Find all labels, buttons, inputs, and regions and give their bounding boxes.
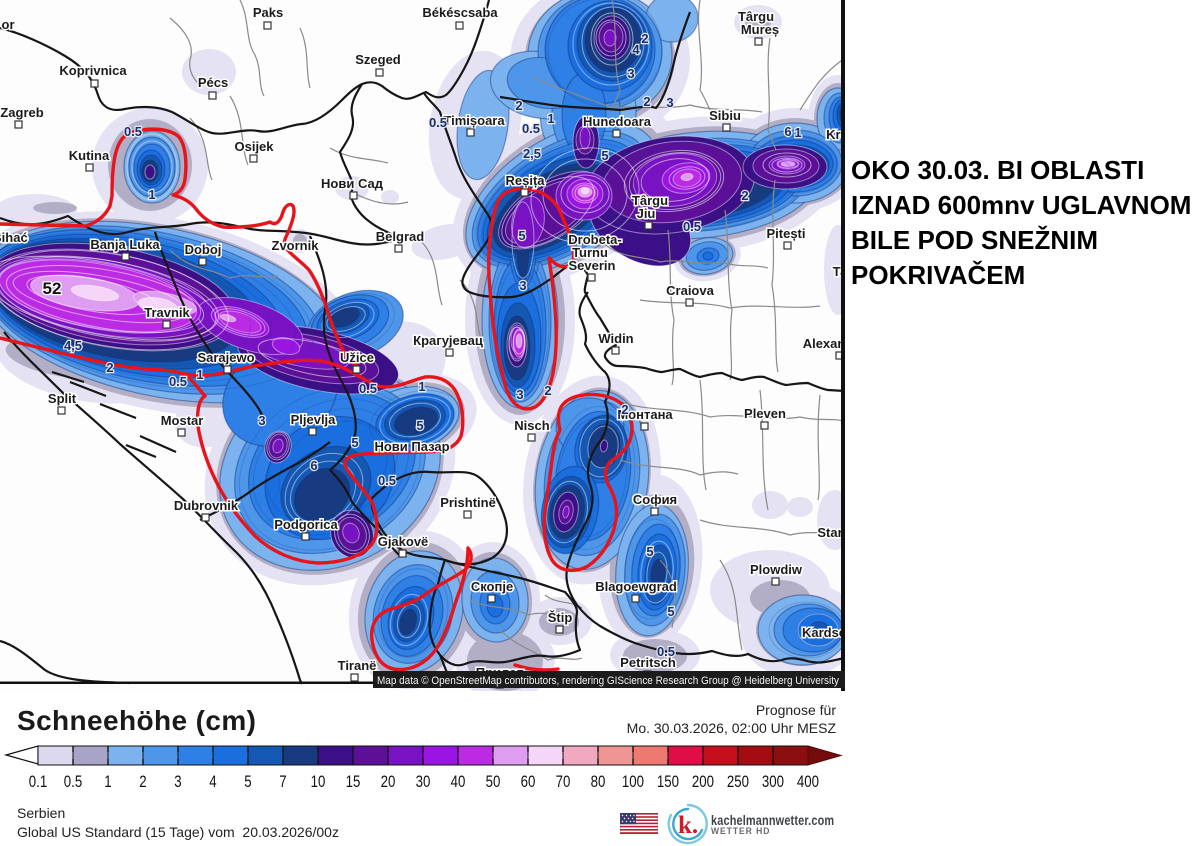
svg-text:Doboj: Doboj [185, 242, 222, 257]
svg-text:0.5: 0.5 [378, 473, 396, 488]
svg-text:Banja Luka: Banja Luka [90, 237, 160, 252]
svg-text:Târgu: Târgu [632, 193, 668, 208]
svg-text:Osijek: Osijek [234, 139, 274, 154]
svg-text:Târgu: Târgu [738, 9, 774, 24]
svg-text:0.5: 0.5 [429, 115, 447, 130]
svg-text:k.: k. [678, 812, 698, 839]
svg-text:5: 5 [667, 604, 674, 619]
svg-text:2: 2 [544, 383, 551, 398]
svg-text:2: 2 [741, 188, 748, 203]
svg-text:0.5: 0.5 [359, 381, 377, 396]
svg-text:Mostar: Mostar [161, 413, 204, 428]
svg-text:1: 1 [547, 111, 554, 126]
svg-text:0.5: 0.5 [683, 219, 701, 234]
svg-text:Blagoewgrad: Blagoewgrad [595, 579, 677, 594]
svg-text:Монтана: Монтана [617, 407, 673, 422]
svg-text:Mureș: Mureș [741, 22, 779, 37]
svg-text:Pécs: Pécs [198, 75, 228, 90]
svg-text:Craiova: Craiova [666, 283, 714, 298]
svg-text:1: 1 [418, 379, 425, 394]
svg-text:Travnik: Travnik [144, 305, 190, 320]
svg-text:Zvornik: Zvornik [272, 238, 320, 253]
svg-text:Békéscsaba: Békéscsaba [422, 5, 498, 20]
svg-text:5: 5 [646, 544, 653, 559]
svg-text:Podgorica: Podgorica [274, 517, 338, 532]
svg-text:6: 6 [310, 458, 317, 473]
svg-text:Krc: Krc [826, 127, 845, 142]
svg-text:6: 6 [784, 124, 791, 139]
svg-text:Jiu: Jiu [637, 206, 656, 221]
svg-text:Plowdiw: Plowdiw [750, 562, 803, 577]
svg-text:0.5: 0.5 [124, 124, 142, 139]
svg-text:Drobeta-: Drobeta- [568, 232, 621, 247]
svg-text:3: 3 [519, 278, 526, 293]
svg-text:Alexand: Alexand [803, 336, 845, 351]
svg-text:Star: Star [817, 525, 842, 540]
svg-text:2: 2 [106, 360, 113, 375]
svg-text:Sibiu: Sibiu [709, 108, 741, 123]
svg-text:5: 5 [601, 148, 608, 163]
svg-text:2: 2 [643, 94, 650, 109]
svg-text:2: 2 [641, 31, 648, 46]
svg-text:0.5: 0.5 [169, 374, 187, 389]
svg-text:1: 1 [148, 187, 155, 202]
svg-text:0.5: 0.5 [522, 121, 540, 136]
svg-text:Szeged: Szeged [355, 52, 401, 67]
svg-text:Severin: Severin [569, 258, 616, 273]
svg-text:Pleven: Pleven [744, 406, 786, 421]
svg-text:Belgrad: Belgrad [376, 229, 424, 244]
svg-text:Kardsc: Kardsc [802, 625, 845, 640]
svg-text:3: 3 [666, 95, 673, 110]
svg-text:5: 5 [518, 228, 525, 243]
svg-text:Split: Split [48, 391, 77, 406]
svg-text:Štip: Štip [548, 610, 573, 625]
svg-text:2: 2 [515, 98, 522, 113]
svg-text:3: 3 [627, 66, 634, 81]
svg-text:2: 2 [621, 402, 628, 417]
svg-text:Turnu: Turnu [572, 245, 608, 260]
svg-text:Petritsch: Petritsch [620, 655, 676, 670]
svg-text:4,5: 4,5 [64, 338, 82, 353]
svg-text:Nisch: Nisch [514, 418, 549, 433]
svg-text:Zagreb: Zagreb [0, 105, 43, 120]
svg-text:3: 3 [258, 413, 265, 428]
svg-text:Koprivnica: Koprivnica [59, 63, 127, 78]
svg-text:Pljevlja: Pljevlja [291, 412, 337, 427]
svg-text:Нови Пазар: Нови Пазар [374, 439, 449, 454]
svg-text:Reșița: Reșița [505, 173, 545, 188]
svg-text:Paks: Paks [253, 5, 283, 20]
svg-text:Prishtinë: Prishtinë [440, 495, 496, 510]
svg-text:Bihać: Bihać [0, 230, 28, 245]
svg-text:Timișoara: Timișoara [443, 113, 505, 128]
svg-text:Map data © OpenStreetMap contr: Map data © OpenStreetMap contributors, r… [377, 675, 839, 687]
svg-text:3: 3 [516, 387, 523, 402]
svg-text:Sarajewo: Sarajewo [197, 350, 254, 365]
svg-text:София: София [633, 492, 677, 507]
svg-text:Tiranë: Tiranë [338, 658, 377, 673]
svg-text:Скопје: Скопје [471, 579, 513, 594]
svg-text:Pitești: Pitești [766, 226, 805, 241]
svg-text:5: 5 [416, 418, 423, 433]
svg-text:52: 52 [43, 279, 62, 298]
svg-text:0.5: 0.5 [657, 644, 675, 659]
svg-text:Нови Сад: Нови Сад [321, 176, 384, 191]
svg-text:Крагујевац: Крагујевац [413, 333, 483, 348]
svg-text:Dubrovnik: Dubrovnik [174, 498, 239, 513]
svg-text:Gjakovë: Gjakovë [378, 534, 429, 549]
svg-text:2,5: 2,5 [523, 146, 541, 161]
svg-text:Widin: Widin [598, 331, 633, 346]
svg-text:4: 4 [632, 42, 640, 57]
svg-text:or: or [2, 17, 15, 32]
svg-text:1: 1 [794, 125, 801, 140]
svg-text:Hunedoara: Hunedoara [583, 114, 652, 129]
svg-text:Kutina: Kutina [69, 148, 110, 163]
svg-text:5: 5 [351, 435, 358, 450]
svg-text:1: 1 [196, 367, 203, 382]
svg-text:Užice: Užice [340, 350, 374, 365]
